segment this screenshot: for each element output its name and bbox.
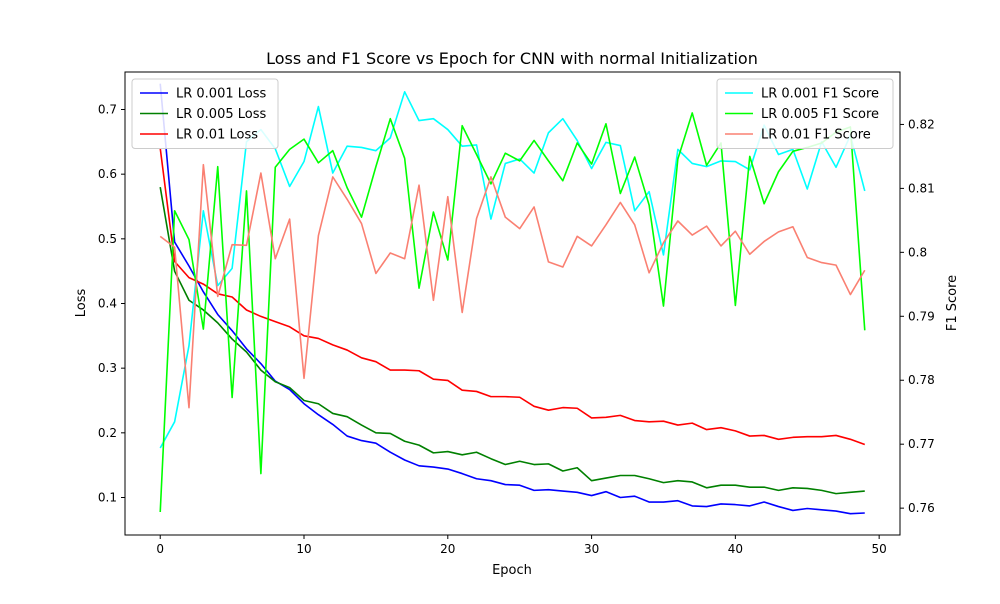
y-axis-label: Loss xyxy=(74,289,89,318)
legend-f1: LR 0.001 F1 Score LR 0.005 F1 Score LR 0.0… xyxy=(716,78,894,149)
x-axis: 0 10 20 30 40 50 xyxy=(156,535,887,556)
y-tick-label: 0.5 xyxy=(98,232,117,246)
legend-loss-entry-box xyxy=(131,78,279,149)
series-line-loss-2 xyxy=(159,148,866,446)
plot-lines xyxy=(159,83,866,515)
y-axis-f1: 0.76 0.77 0.78 0.79 0.8 0.81 0.82 xyxy=(900,117,935,515)
y2-tick-label: 0.79 xyxy=(908,309,935,323)
y-tick-label: 0.7 xyxy=(98,103,117,117)
y2-tick-label: 0.78 xyxy=(908,373,935,387)
legend-loss-entry-label: LR 0.01 Loss xyxy=(176,128,258,143)
x-axis-label: Epoch xyxy=(492,563,532,578)
legend-loss-entry-label: LR 0.005 Loss xyxy=(176,107,266,122)
legend-f1-entry-label: LR 0.005 F1 Score xyxy=(761,107,879,122)
legend-f1-entry-label: LR 0.01 F1 Score xyxy=(761,128,871,143)
series-line-f1-2 xyxy=(159,163,866,409)
y-tick-label: 0.1 xyxy=(98,490,117,504)
y-tick-label: 0.2 xyxy=(98,426,117,440)
series-line-f1-1 xyxy=(159,112,866,513)
y2-tick-label: 0.8 xyxy=(908,245,927,259)
x-tick-label: 10 xyxy=(296,542,311,556)
y2-axis-label: F1 Score xyxy=(945,275,960,331)
y-axis-loss: 0.1 0.2 0.3 0.4 0.5 0.6 0.7 xyxy=(98,103,125,504)
y-tick-label: 0.3 xyxy=(98,361,117,375)
y2-tick-label: 0.77 xyxy=(908,437,935,451)
y2-tick-label: 0.76 xyxy=(908,501,935,515)
legend-f1-entry-label: LR 0.001 F1 Score xyxy=(761,87,879,102)
chart-title: Loss and F1 Score vs Epoch for CNN with … xyxy=(266,49,758,68)
legend-loss: LR 0.001 Loss LR 0.005 Loss LR 0.01 Loss xyxy=(131,78,279,149)
x-tick-label: 20 xyxy=(440,542,455,556)
series-line-f1-0 xyxy=(159,91,866,449)
x-tick-label: 0 xyxy=(156,542,164,556)
x-tick-label: 50 xyxy=(872,542,887,556)
legend-loss-entry-label: LR 0.001 Loss xyxy=(176,87,266,102)
y-tick-label: 0.4 xyxy=(98,297,117,311)
x-tick-label: 30 xyxy=(584,542,599,556)
series-line-loss-1 xyxy=(159,186,865,495)
y2-tick-label: 0.81 xyxy=(908,181,935,195)
y-tick-label: 0.6 xyxy=(98,167,117,181)
legend-f1-entry-box xyxy=(716,78,894,149)
y2-tick-label: 0.82 xyxy=(908,117,935,131)
x-tick-label: 40 xyxy=(728,542,743,556)
